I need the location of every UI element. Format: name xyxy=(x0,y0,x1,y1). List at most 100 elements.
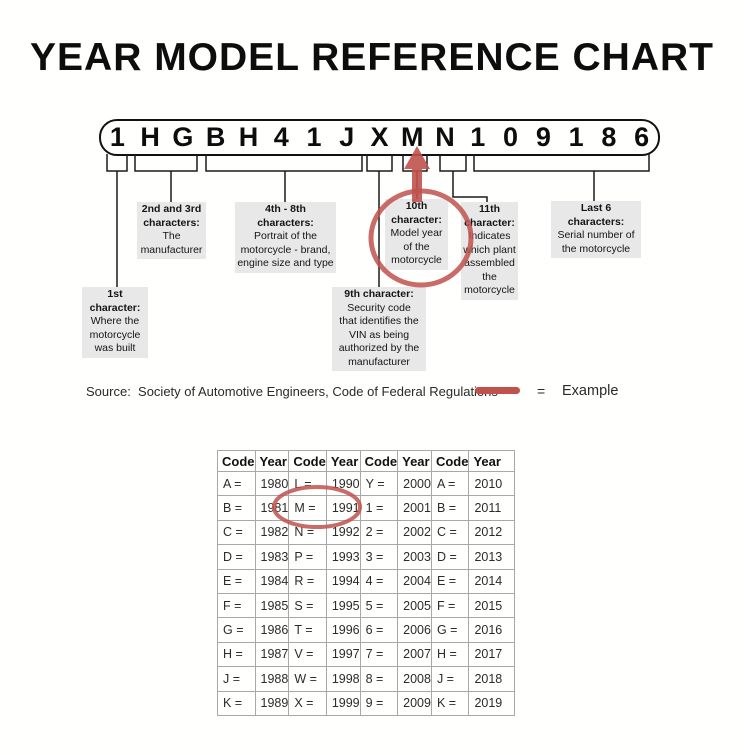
year-cell: 1981 xyxy=(254,495,290,521)
code-cell: R = xyxy=(288,568,327,594)
code-cell: 3 = xyxy=(359,544,399,570)
vin-character-13: 0 xyxy=(503,122,519,152)
callout-line: 4th - 8th xyxy=(265,203,306,215)
callout-line: Indicates xyxy=(468,230,511,242)
year-cell: 2011 xyxy=(468,495,516,521)
callout-line: Where the xyxy=(90,315,140,327)
page-title: YEAR MODEL REFERENCE CHART xyxy=(30,36,714,79)
callout-9th-character: 9th character: Security code that identifi… xyxy=(332,287,426,371)
vin-character-11: N xyxy=(435,122,455,152)
callout-line: of the xyxy=(403,240,430,253)
table-header-cell: Code xyxy=(359,450,399,472)
callout-line: 1st xyxy=(107,288,123,300)
code-cell: J = xyxy=(217,666,256,692)
table-row: B = 1981 M = 1991 1 = 2001 B = 2011 xyxy=(217,495,516,521)
year-cell: 2000 xyxy=(397,470,432,497)
bracket-char-9 xyxy=(366,154,393,172)
year-cell: 2012 xyxy=(468,519,516,546)
callout-line: engine size and type xyxy=(237,257,334,269)
code-cell: 7 = xyxy=(359,641,399,668)
bracket-char-1 xyxy=(106,154,128,172)
table-header-cell: Code xyxy=(288,450,327,472)
year-cell: 1995 xyxy=(325,592,361,619)
callout-line: the motorcycle xyxy=(561,242,631,255)
callout-line: motorcycle xyxy=(464,284,515,296)
code-cell: T = xyxy=(288,617,327,643)
year-cell: 2014 xyxy=(468,568,516,594)
year-cell: 1991 xyxy=(325,495,361,521)
table-header-cell: Year xyxy=(468,450,516,472)
table-header-row: Code Year Code Year Code Year Code Year xyxy=(217,450,516,472)
code-cell: F = xyxy=(217,592,256,619)
callout-4th-8th-characters: 4th - 8th characters: Portrait of the motor… xyxy=(235,202,336,273)
callout-line: that identifies the xyxy=(339,315,419,327)
vin-character-5: H xyxy=(238,122,259,152)
vin-character-9: X xyxy=(370,122,389,152)
vin-character-16: 8 xyxy=(601,122,617,152)
table-row: H = 1987 V = 1997 7 = 2007 H = 2017 xyxy=(217,641,516,668)
year-cell: 2001 xyxy=(397,495,432,521)
callout-line: Portrait of the xyxy=(253,230,318,242)
year-cell: 2019 xyxy=(468,690,516,716)
callout-line: 2nd and 3rd xyxy=(141,203,202,215)
bracket-char-10 xyxy=(402,154,428,172)
year-cell: 1986 xyxy=(254,617,290,643)
callout-line: 9th character: xyxy=(344,288,414,300)
code-cell: G = xyxy=(217,617,256,643)
vin-character-17: 6 xyxy=(634,122,650,152)
code-cell: P = xyxy=(288,544,327,570)
year-cell: 2007 xyxy=(397,641,432,668)
callout-line: assembled xyxy=(464,257,515,269)
code-cell: C = xyxy=(430,519,470,546)
callout-line: authorized by the xyxy=(338,342,420,354)
callout-line: character: xyxy=(89,301,141,314)
example-line-swatch xyxy=(475,387,520,394)
callout-line: The xyxy=(162,230,181,242)
callout-line: Security code xyxy=(347,301,411,314)
year-cell: 1989 xyxy=(254,690,290,716)
vin-character-1: 1 xyxy=(109,122,125,152)
year-cell: 1997 xyxy=(325,641,361,668)
year-code-table: Code Year Code Year Code Year Code Year A = 1980… xyxy=(217,450,516,716)
callout-line: character: xyxy=(391,213,442,226)
code-cell: M = xyxy=(288,495,327,521)
year-cell: 2005 xyxy=(397,592,432,619)
year-cell: 1993 xyxy=(325,544,361,570)
code-cell: K = xyxy=(430,690,470,716)
code-cell: 2 = xyxy=(359,519,399,546)
code-cell: N = xyxy=(288,519,327,546)
callout-line: manufacturer xyxy=(140,243,203,256)
code-cell: H = xyxy=(430,641,470,668)
bracket-last-6 xyxy=(473,154,650,172)
code-cell: B = xyxy=(217,495,256,521)
vin-character-14: 9 xyxy=(535,122,551,152)
callout-line: characters: xyxy=(143,216,200,229)
source-text: Source: Society of Automotive Engineers,… xyxy=(86,384,498,399)
table-row: E = 1984 R = 1994 4 = 2004 E = 2014 xyxy=(217,568,516,594)
callout-line: 10th xyxy=(405,200,428,212)
code-cell: C = xyxy=(217,519,256,546)
vin-character-4: B xyxy=(205,122,226,152)
bracket-chars-2-3 xyxy=(134,154,198,172)
code-cell: L = xyxy=(288,470,327,497)
year-cell: 1996 xyxy=(325,617,361,643)
callout-line: characters: xyxy=(567,215,625,228)
year-cell: 1999 xyxy=(325,690,361,716)
year-cell: 1983 xyxy=(254,544,290,570)
code-cell: V = xyxy=(288,641,327,668)
year-cell: 2006 xyxy=(397,617,432,643)
year-cell: 1985 xyxy=(254,592,290,619)
callout-1st-character: 1st character: Where the motorcycle was buil… xyxy=(82,287,148,358)
callout-11th-character: 11th character: Indicates which plant assemb… xyxy=(461,202,518,300)
table-row: A = 1980 L = 1990 Y = 2000 A = 2010 xyxy=(217,470,516,497)
callout-line: Model year xyxy=(390,227,443,239)
callout-line: 11th xyxy=(478,203,500,215)
bracket-char-11 xyxy=(439,154,467,172)
table-row: F = 1985 S = 1995 5 = 2005 F = 2015 xyxy=(217,592,516,619)
year-cell: 1982 xyxy=(254,519,290,546)
year-cell: 2008 xyxy=(397,666,432,692)
table-row: C = 1982 N = 1992 2 = 2002 C = 2012 xyxy=(217,519,516,546)
code-cell: A = xyxy=(430,470,470,497)
year-cell: 2018 xyxy=(468,666,516,692)
